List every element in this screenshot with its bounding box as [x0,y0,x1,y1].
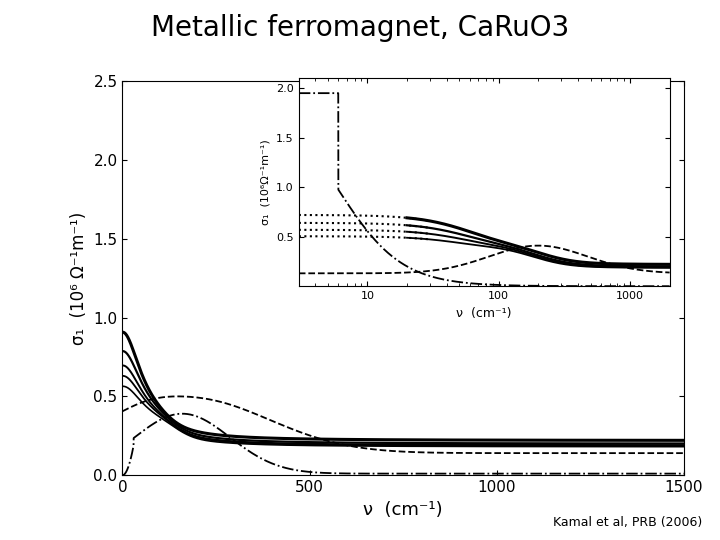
X-axis label: ν  (cm⁻¹): ν (cm⁻¹) [456,307,512,320]
Y-axis label: σ₁  (10⁶Ω⁻¹m⁻¹): σ₁ (10⁶Ω⁻¹m⁻¹) [261,139,271,225]
Text: Kamal et al, PRB (2006): Kamal et al, PRB (2006) [553,516,702,529]
X-axis label: ν  (cm⁻¹): ν (cm⁻¹) [364,501,443,518]
Y-axis label: σ₁  (10⁶ Ω⁻¹m⁻¹): σ₁ (10⁶ Ω⁻¹m⁻¹) [70,212,88,345]
Text: Metallic ferromagnet, CaRuO3: Metallic ferromagnet, CaRuO3 [151,14,569,42]
